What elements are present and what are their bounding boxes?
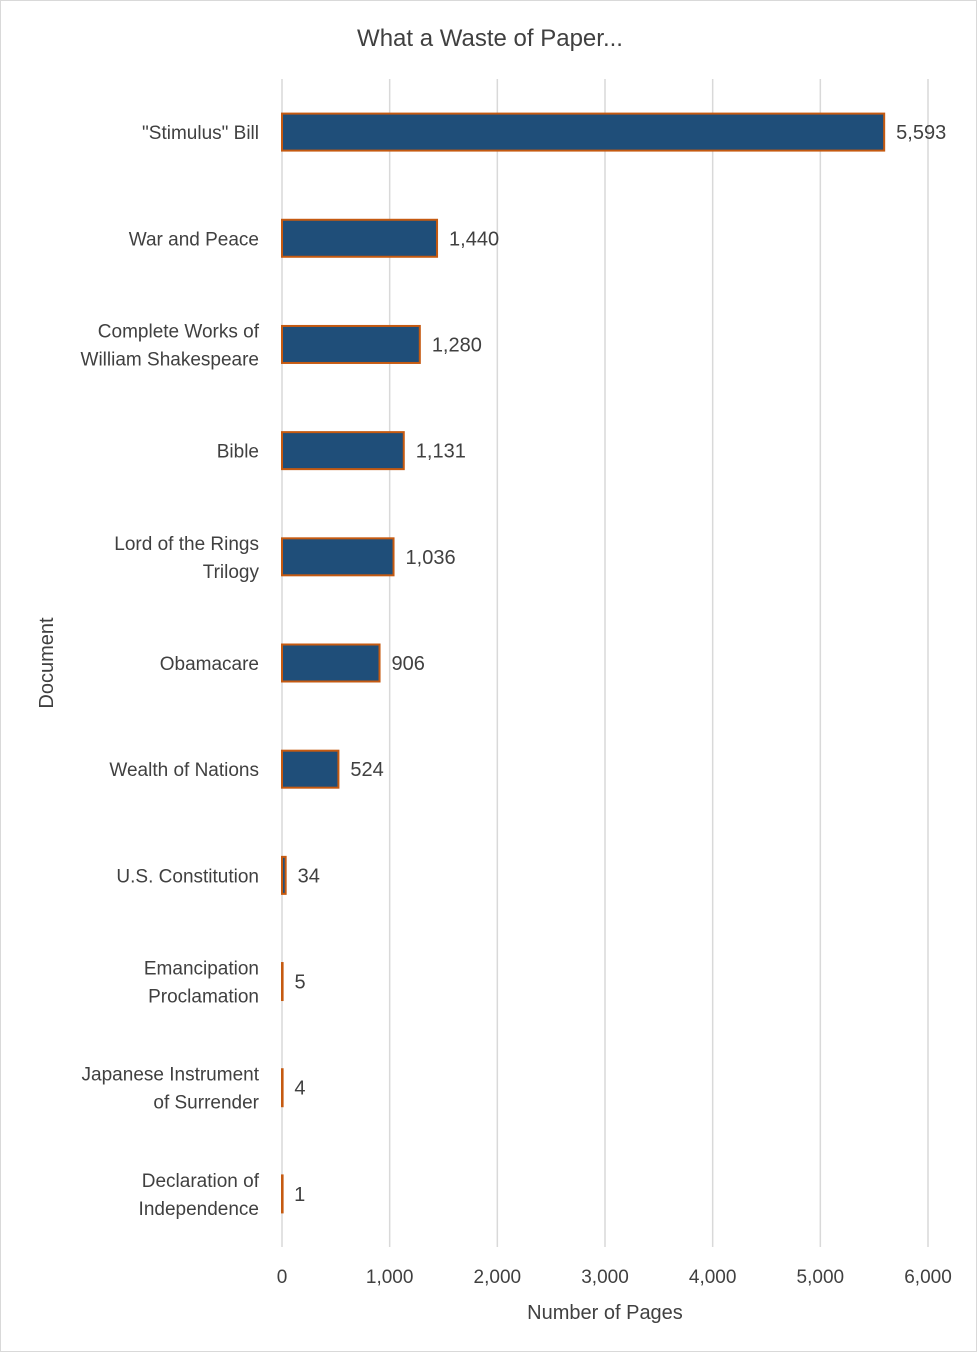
bar [281,855,287,895]
category-label: Declaration of [142,1171,260,1192]
category-label: War and Peace [129,229,259,250]
bar [281,749,340,789]
x-tick-labels: 0 1,000 2,000 3,000 4,000 5,000 6,000 [277,1267,952,1288]
y-axis-title: Document [36,617,58,709]
bar [281,324,421,364]
x-tick-label: 0 [277,1267,288,1288]
category-label: Emancipation [144,959,259,980]
data-label: 524 [350,759,383,781]
category-label: Complete Works of [98,321,260,342]
bar [281,112,886,152]
category-label: U.S. Constitution [116,866,259,887]
data-label: 1,280 [432,334,482,356]
x-axis-title: Number of Pages [527,1302,683,1324]
data-label: 5,593 [896,122,946,144]
x-tick-label: 6,000 [904,1267,952,1288]
chart-title: What a Waste of Paper... [357,25,623,52]
x-tick-label: 1,000 [366,1267,414,1288]
category-label: Trilogy [203,562,260,583]
category-label: "Stimulus" Bill [142,123,259,144]
bar [281,537,395,577]
bar [281,962,284,1002]
x-tick-label: 3,000 [581,1267,629,1288]
data-label: 4 [294,1078,305,1100]
data-label: 1,440 [449,228,499,250]
gridlines [281,79,929,1247]
category-label: Bible [217,442,259,463]
bar [281,431,405,471]
data-label: 1 [294,1184,305,1206]
data-label: 34 [298,865,320,887]
data-labels: 5,593 1,440 1,280 1,131 1,036 906 524 34 5 4 1 [294,122,946,1206]
category-label: of Surrender [153,1093,259,1114]
data-label: 906 [392,653,425,675]
bars [281,112,886,1214]
category-label: William Shakespeare [81,349,259,370]
category-label: Obamacare [160,654,259,675]
data-label: 1,036 [406,547,456,569]
x-tick-label: 4,000 [689,1267,737,1288]
x-tick-label: 5,000 [797,1267,845,1288]
data-label: 1,131 [416,441,466,463]
x-tick-label: 2,000 [474,1267,522,1288]
bar [281,1174,284,1214]
category-label: Japanese Instrument [82,1065,260,1086]
bar [281,1068,284,1108]
category-label: Proclamation [148,987,259,1008]
bar [281,643,381,683]
category-labels: "Stimulus" Bill War and Peace Complete Wor… [81,123,260,1220]
category-label: Wealth of Nations [109,760,259,781]
bar [281,218,439,258]
category-label: Lord of the Rings [114,534,259,555]
data-label: 5 [295,972,306,994]
category-label: Independence [139,1199,259,1220]
